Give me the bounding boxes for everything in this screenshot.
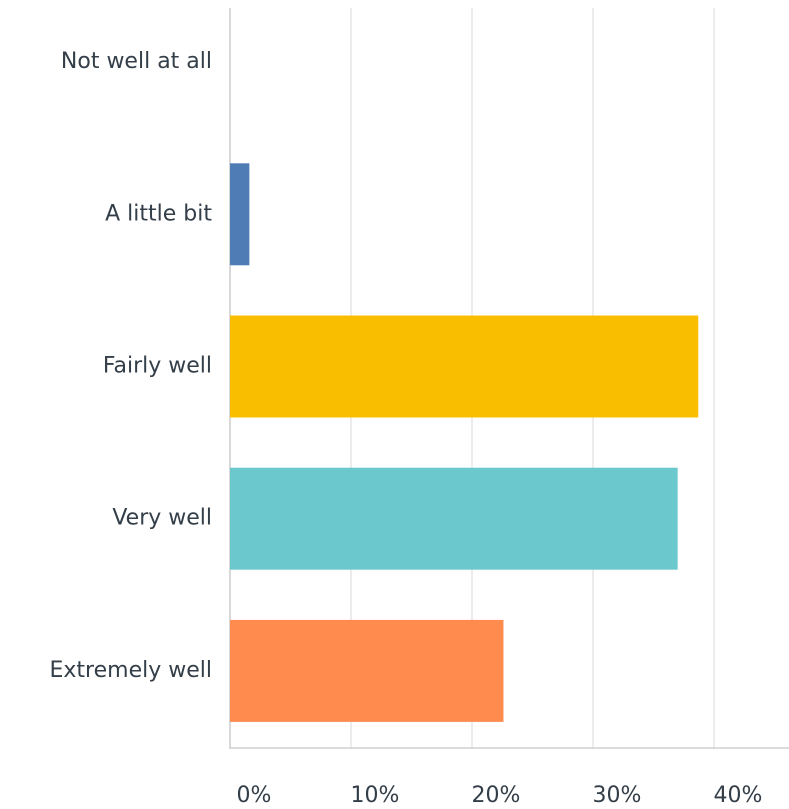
bar [230, 163, 250, 266]
x-tick-label: 20% [472, 783, 521, 808]
x-tick-label: 10% [351, 783, 400, 808]
x-tick-label: 40% [714, 783, 763, 808]
x-tick-label: 0% [237, 783, 272, 808]
x-tick-label: 30% [593, 783, 642, 808]
bar [230, 315, 699, 418]
y-tick-label: Very well [112, 506, 212, 531]
y-tick-label: Fairly well [103, 354, 212, 379]
bar [230, 619, 504, 722]
y-tick-label: Not well at all [61, 49, 212, 74]
y-tick-label: Extremely well [50, 658, 213, 683]
y-tick-label: A little bit [105, 201, 212, 226]
bar [230, 467, 678, 570]
